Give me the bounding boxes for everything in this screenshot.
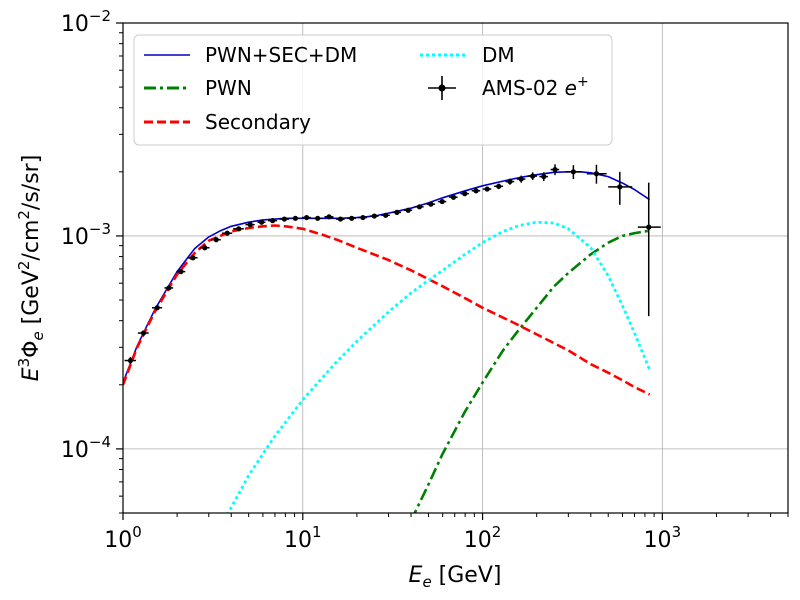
legend-label-dm: DM <box>482 43 515 67</box>
data-point <box>176 269 186 275</box>
plot-frame <box>122 22 789 514</box>
data-point <box>516 175 526 183</box>
data-point <box>437 198 447 205</box>
data-point <box>124 357 136 365</box>
series-line-pwn <box>413 229 650 513</box>
data-point <box>637 182 661 317</box>
series-layer <box>123 171 651 513</box>
data-point <box>449 194 458 200</box>
data-point <box>267 218 278 224</box>
data-point <box>188 255 198 261</box>
data-point <box>415 204 424 210</box>
y-axis-label: E3Φe [GeV2/cm2/s/sr] <box>15 155 47 382</box>
data-point <box>392 209 402 215</box>
data-point <box>137 330 149 336</box>
data-point <box>257 219 266 225</box>
data-point <box>404 207 413 213</box>
data-point <box>381 212 390 218</box>
data-point <box>301 214 311 221</box>
data-point <box>313 215 323 221</box>
x-axis-label: Ee [GeV] <box>409 563 502 591</box>
data-point <box>245 222 255 228</box>
x-tick-label: 102 <box>464 523 502 553</box>
data-point <box>347 215 356 221</box>
axes: 100 101 102 103 10−4 10−3 10−2 <box>61 7 789 553</box>
data-point <box>233 226 244 232</box>
legend-label-ams02: AMS-02 e+ <box>482 74 589 100</box>
data-point <box>586 164 607 184</box>
x-tick-label: 100 <box>104 523 142 553</box>
y-tick-label: 10−3 <box>61 220 111 250</box>
data-point <box>279 216 290 222</box>
data-point <box>426 201 436 207</box>
legend-label-pwn: PWN <box>205 76 252 100</box>
data-point <box>221 230 233 236</box>
data-point <box>494 183 504 190</box>
data-point <box>369 213 379 219</box>
data-point <box>211 237 221 243</box>
series-line-dm <box>226 220 651 513</box>
data-point <box>199 245 210 251</box>
x-tick-label: 101 <box>284 523 322 553</box>
data-point <box>460 191 469 197</box>
data-point <box>528 172 538 181</box>
legend-box <box>133 34 613 146</box>
data-point <box>358 214 368 221</box>
data-point <box>152 305 163 311</box>
x-tick-label: 103 <box>644 523 682 553</box>
legend-swatch-ams02 <box>428 76 456 100</box>
data-point <box>482 186 492 192</box>
data-point <box>550 164 560 176</box>
data-point <box>335 216 345 222</box>
legend: PWN+SEC+DM PWN Secondary DM AMS-02 e+ <box>133 34 613 146</box>
data-point <box>291 215 300 221</box>
y-tick-label: 10−4 <box>61 433 111 463</box>
data-point <box>608 171 633 205</box>
data-point <box>565 165 582 180</box>
y-tick-label: 10−2 <box>61 7 111 37</box>
legend-label-secondary: Secondary <box>205 110 311 134</box>
data-point <box>539 172 548 182</box>
ams02-data-points <box>124 164 661 365</box>
series-line-secondary <box>123 224 651 396</box>
data-point <box>471 188 481 194</box>
data-point <box>164 285 174 291</box>
data-point <box>324 214 334 220</box>
legend-label-pwn-sec-dm: PWN+SEC+DM <box>205 43 357 67</box>
data-point <box>505 178 515 185</box>
